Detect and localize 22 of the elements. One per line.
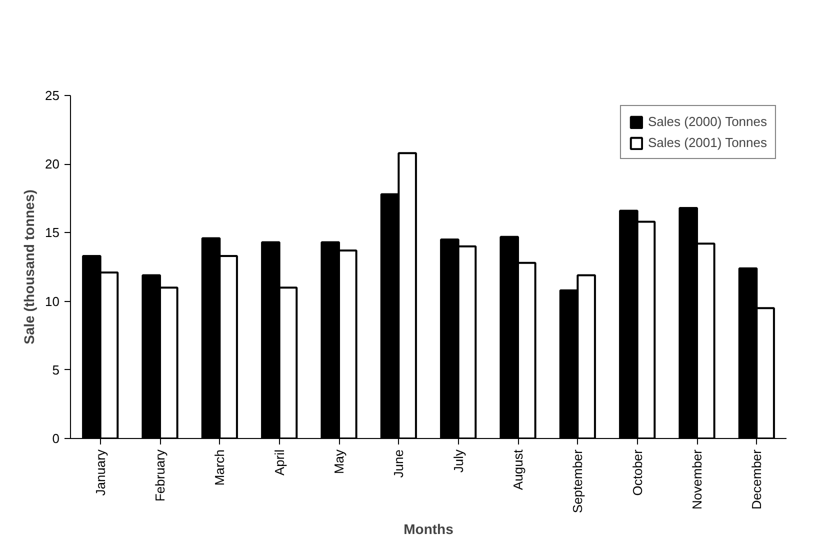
legend-label: Sales (2001) Tonnes bbox=[648, 135, 767, 150]
y-tick-label: 20 bbox=[45, 156, 60, 172]
y-tick-label: 15 bbox=[45, 225, 60, 240]
x-tick-label: September bbox=[570, 448, 586, 514]
y-tick-label: 25 bbox=[45, 88, 60, 103]
y-axis-title: Sale (thousand tonnes) bbox=[21, 190, 38, 344]
x-tick-label: July bbox=[450, 449, 466, 473]
x-tick-label: June bbox=[391, 449, 406, 478]
x-tick-label: October bbox=[630, 448, 645, 496]
y-tick-label: 5 bbox=[52, 362, 60, 378]
x-tick-label: August bbox=[510, 449, 526, 490]
legend-label: Sales (2000) Tonnes bbox=[648, 114, 767, 129]
x-tick-label: November bbox=[690, 448, 704, 510]
x-tick-label: February bbox=[152, 449, 168, 502]
x-tick-label: January bbox=[92, 449, 108, 496]
x-tick-label: March bbox=[212, 449, 228, 486]
y-tick-label: 0 bbox=[52, 431, 60, 446]
y-tick-label: 10 bbox=[45, 294, 60, 309]
x-axis-title: Months bbox=[404, 521, 454, 538]
x-tick-label: April bbox=[272, 449, 287, 476]
x-tick-label: December bbox=[749, 448, 764, 510]
x-tick-label: May bbox=[332, 449, 346, 474]
